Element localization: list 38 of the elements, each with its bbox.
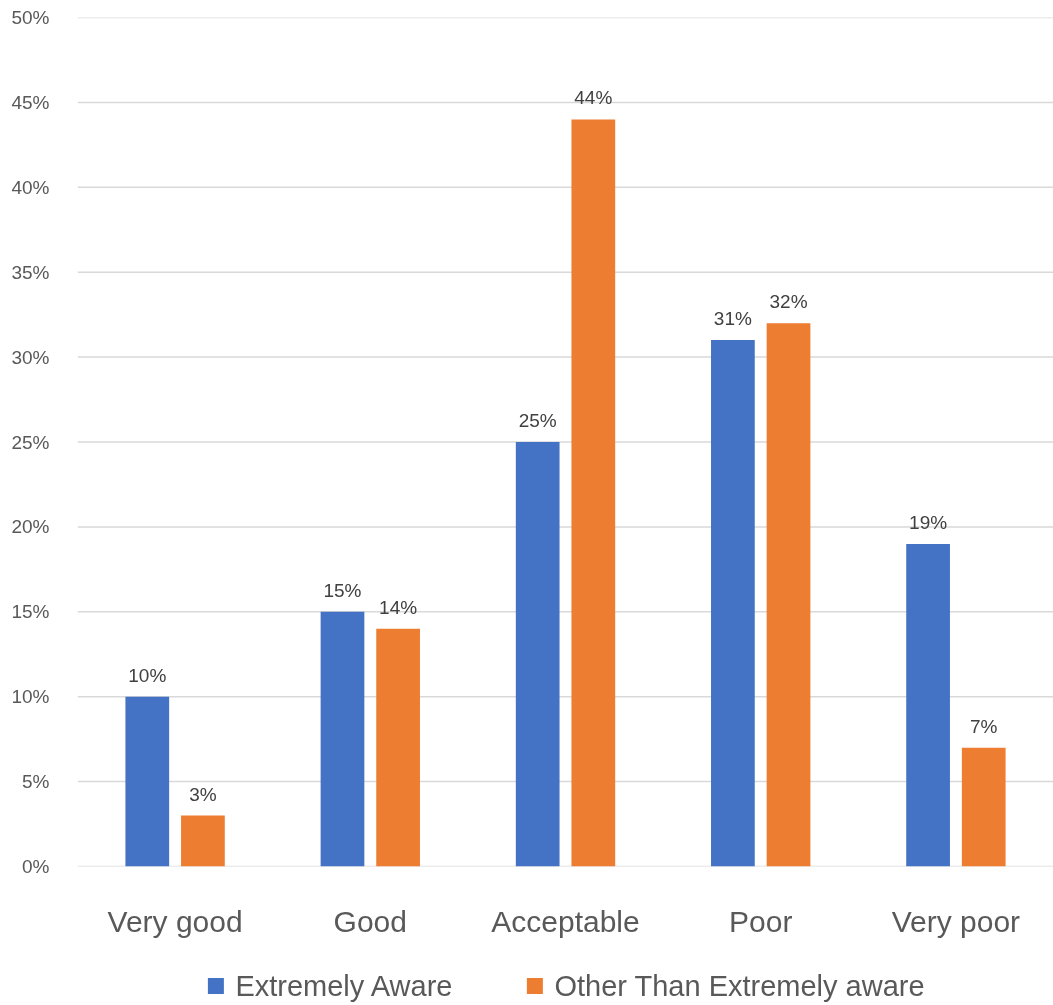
bar — [906, 543, 950, 867]
bar — [320, 611, 365, 867]
data-label: 3% — [189, 783, 217, 805]
y-tick-label: 15% — [11, 601, 50, 623]
bar — [766, 323, 811, 867]
y-tick-label: 45% — [11, 91, 50, 113]
x-tick-label: Very good — [107, 904, 243, 938]
bar — [181, 815, 225, 867]
bar — [711, 340, 755, 867]
y-tick-label: 0% — [22, 856, 50, 877]
bar — [376, 628, 420, 867]
y-tick-label: 35% — [11, 261, 50, 283]
data-label: 14% — [379, 596, 418, 618]
y-tick-label: 5% — [22, 771, 50, 793]
y-tick-label: 20% — [11, 516, 50, 538]
y-tick-label: 25% — [11, 431, 50, 453]
bar — [515, 442, 560, 867]
data-label: 44% — [574, 87, 613, 109]
legend-label: Other Than Extremely aware — [554, 969, 925, 1002]
x-tick-label: Good — [333, 904, 407, 938]
data-label: 7% — [969, 715, 998, 737]
data-label: 31% — [713, 308, 752, 330]
bar — [125, 696, 170, 867]
y-tick-label: 50% — [11, 7, 50, 28]
bar — [571, 119, 616, 867]
y-tick-label: 30% — [11, 346, 50, 368]
legend-label: Extremely Aware — [235, 969, 453, 1002]
y-tick-label: 10% — [11, 686, 50, 708]
x-tick-label: Very poor — [891, 904, 1021, 938]
x-tick-label: Poor — [729, 904, 793, 938]
data-label: 15% — [323, 579, 362, 601]
data-label: 25% — [518, 410, 557, 431]
bar — [961, 747, 1006, 867]
data-label: 19% — [909, 511, 948, 533]
x-tick-label: Acceptable — [491, 904, 640, 938]
data-label: 32% — [769, 291, 808, 313]
data-label: 10% — [128, 664, 167, 686]
y-tick-label: 40% — [11, 176, 50, 198]
